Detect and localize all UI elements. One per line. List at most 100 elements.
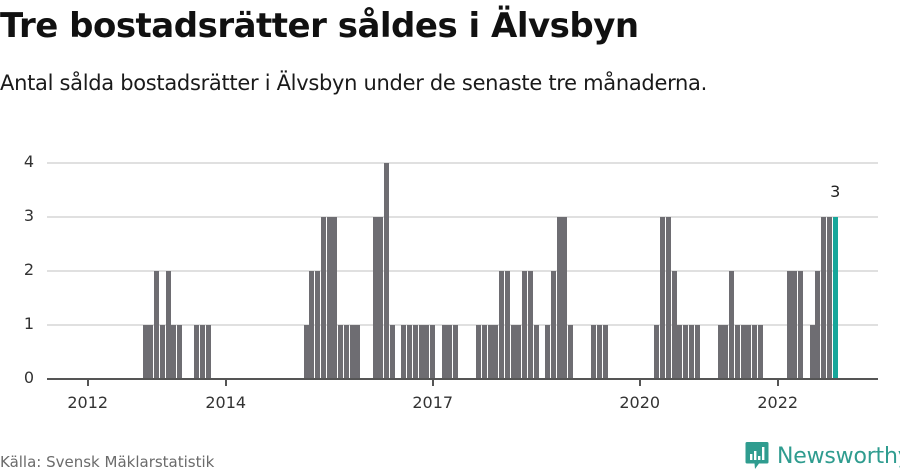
bar bbox=[504, 271, 510, 379]
bar bbox=[683, 325, 689, 379]
bar bbox=[159, 325, 165, 379]
brand-logo[interactable]: Newsworthy bbox=[745, 441, 900, 471]
bar bbox=[424, 325, 430, 379]
y-tick-label: 3 bbox=[23, 206, 34, 225]
bar bbox=[734, 325, 740, 379]
bar bbox=[194, 325, 200, 379]
bar bbox=[740, 325, 746, 379]
bar bbox=[447, 325, 453, 379]
bar bbox=[677, 325, 683, 379]
gridline bbox=[47, 324, 878, 326]
bar bbox=[550, 271, 556, 379]
gridline bbox=[47, 270, 878, 272]
bar bbox=[671, 271, 677, 379]
bar bbox=[786, 271, 792, 379]
bar bbox=[688, 325, 694, 379]
bar bbox=[568, 325, 574, 379]
bar bbox=[309, 271, 315, 379]
bar bbox=[148, 325, 154, 379]
x-tick bbox=[431, 380, 434, 386]
bar bbox=[602, 325, 608, 379]
bar bbox=[746, 325, 752, 379]
x-tick-label: 2020 bbox=[619, 393, 661, 412]
bar bbox=[815, 271, 821, 379]
y-tick-label: 4 bbox=[23, 152, 34, 171]
bar bbox=[154, 271, 160, 379]
bar bbox=[355, 325, 361, 379]
bar-chart-speech-bubble-icon bbox=[745, 442, 769, 469]
bar bbox=[177, 325, 183, 379]
x-axis-line bbox=[47, 378, 878, 380]
bar bbox=[401, 325, 407, 379]
bar bbox=[200, 325, 206, 379]
bar bbox=[165, 271, 171, 379]
bar bbox=[142, 325, 148, 379]
bar bbox=[510, 325, 516, 379]
bar bbox=[591, 325, 597, 379]
y-tick-label: 0 bbox=[23, 368, 34, 387]
bar bbox=[723, 325, 729, 379]
bar bbox=[832, 217, 838, 379]
x-tick bbox=[86, 380, 89, 386]
x-tick-label: 2014 bbox=[205, 393, 247, 412]
bar bbox=[660, 217, 666, 379]
bar bbox=[418, 325, 424, 379]
bar bbox=[430, 325, 436, 379]
bar bbox=[205, 325, 211, 379]
bar bbox=[171, 325, 177, 379]
bar bbox=[809, 325, 815, 379]
bar bbox=[476, 325, 482, 379]
y-tick-label: 1 bbox=[23, 314, 34, 333]
bar bbox=[757, 325, 763, 379]
bar bbox=[481, 325, 487, 379]
bar bbox=[372, 217, 378, 379]
bar bbox=[343, 325, 349, 379]
bar bbox=[378, 217, 384, 379]
bar bbox=[338, 325, 344, 379]
bar bbox=[752, 325, 758, 379]
bar bbox=[493, 325, 499, 379]
bar bbox=[332, 217, 338, 379]
gridline bbox=[47, 162, 878, 164]
bar bbox=[562, 217, 568, 379]
bar bbox=[694, 325, 700, 379]
bar bbox=[412, 325, 418, 379]
x-tick bbox=[776, 380, 779, 386]
y-tick-label: 2 bbox=[23, 260, 34, 279]
bar bbox=[349, 325, 355, 379]
bar bbox=[729, 271, 735, 379]
bar bbox=[487, 325, 493, 379]
x-tick bbox=[224, 380, 227, 386]
bar bbox=[717, 325, 723, 379]
bar bbox=[320, 217, 326, 379]
bar bbox=[798, 271, 804, 379]
bar bbox=[527, 271, 533, 379]
bar bbox=[545, 325, 551, 379]
bar bbox=[315, 271, 321, 379]
bar bbox=[516, 325, 522, 379]
bar bbox=[654, 325, 660, 379]
bar bbox=[522, 271, 528, 379]
gridline bbox=[47, 216, 878, 218]
bar bbox=[826, 217, 832, 379]
bar bbox=[389, 325, 395, 379]
bar bbox=[596, 325, 602, 379]
x-tick-label: 2017 bbox=[412, 393, 454, 412]
bar bbox=[326, 217, 332, 379]
brand-name: Newsworthy bbox=[777, 443, 900, 469]
value-annotation: 3 bbox=[830, 182, 841, 201]
bar bbox=[665, 217, 671, 379]
bar bbox=[453, 325, 459, 379]
bar bbox=[792, 271, 798, 379]
bar bbox=[407, 325, 413, 379]
bar bbox=[821, 217, 827, 379]
x-tick-label: 2022 bbox=[757, 393, 799, 412]
source-note: Källa: Svensk Mäklarstatistik bbox=[0, 453, 215, 471]
bar bbox=[441, 325, 447, 379]
bar bbox=[556, 217, 562, 379]
bar bbox=[384, 163, 390, 379]
bar bbox=[499, 271, 505, 379]
bar bbox=[303, 325, 309, 379]
page-title: Tre bostadsrätter såldes i Älvsbyn bbox=[0, 6, 639, 46]
